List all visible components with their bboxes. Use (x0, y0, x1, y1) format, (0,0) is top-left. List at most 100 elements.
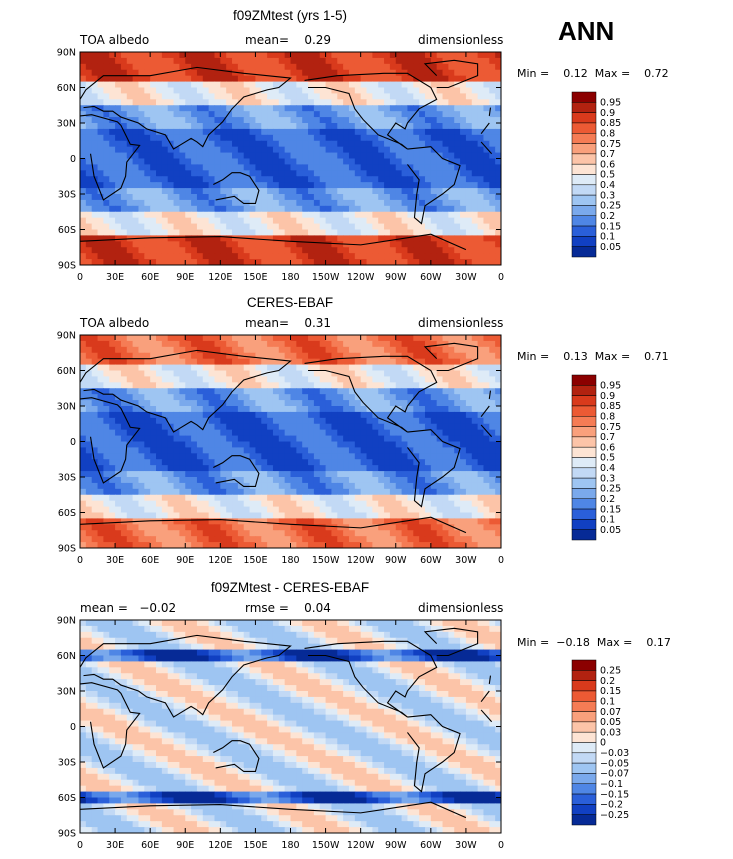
colorbar-label: 0.07 (600, 707, 621, 718)
colorbar-swatch (571, 731, 597, 743)
minmax-label: Min = 0.13 Max = 0.71 (517, 350, 669, 363)
coastline-eurasia (488, 675, 492, 684)
lon-tick-label: 60W (420, 840, 442, 851)
lon-tick-label: 90W (385, 840, 407, 851)
coastline-antarctica (80, 519, 291, 525)
colorbar-label: 0.1 (600, 696, 615, 707)
lat-tick-label: 90S (58, 544, 76, 555)
lat-tick-label: 60N (57, 366, 76, 377)
lat-tick-label: 60S (58, 793, 76, 804)
lon-tick-label: 150E (243, 272, 267, 283)
coastline-greenland (423, 627, 479, 657)
right-label: dimensionless (418, 601, 504, 615)
lon-tick-label: 60E (141, 555, 159, 566)
center-label: rmse = 0.04 (245, 601, 331, 615)
lat-tick-label: 90N (57, 331, 76, 342)
lon-tick-label: 150W (312, 840, 340, 851)
colorbar-swatch (571, 752, 597, 764)
minmax-label: Min = 0.12 Max = 0.72 (517, 67, 669, 80)
lat-tick-label: 30S (58, 473, 76, 484)
colorbar-label: 0.1 (600, 232, 615, 243)
colorbar-label: 0.9 (600, 391, 615, 402)
colorbar-label: 0.3 (600, 190, 615, 201)
coastline-greenland (423, 59, 479, 89)
colorbar-label: 0.85 (600, 401, 621, 412)
colorbar-swatch (571, 773, 597, 784)
lon-tick-label: 60W (420, 272, 442, 283)
coastline-namerica (304, 640, 438, 718)
lon-tick-label: 0 (498, 840, 504, 851)
coastline-africa (480, 709, 493, 723)
panel-title: f09ZMtest (yrs 1-5) (232, 8, 348, 23)
colorbar-swatch (571, 711, 597, 723)
lat-tick-label: 0 (70, 722, 76, 733)
colorbar-swatch (571, 793, 597, 805)
lon-tick-label: 60W (420, 555, 442, 566)
coastline-eurasia (80, 66, 292, 150)
colorbar-label: 0.4 (600, 463, 615, 474)
lon-tick-label: 90W (385, 272, 407, 283)
lon-tick-label: 0 (498, 555, 504, 566)
coastline-eurasia (80, 349, 292, 433)
colorbar-label: 0.15 (600, 686, 621, 697)
lat-tick-label: 30N (57, 402, 76, 413)
map-field (80, 52, 501, 265)
panel-title: CERES-EBAF (246, 295, 334, 310)
lon-tick-label: 180 (281, 840, 299, 851)
coastline-eurasia (488, 107, 492, 116)
colorbar-swatch (571, 721, 597, 733)
coastline-greenland (423, 342, 479, 372)
panel-title: f09ZMtest - CERES-EBAF (210, 580, 370, 595)
right-label: dimensionless (418, 316, 504, 330)
colorbar-label: −0.07 (600, 769, 629, 780)
colorbar-label: 0.2 (600, 211, 615, 222)
colorbar-swatch (571, 529, 597, 541)
colorbar-swatch (571, 690, 597, 702)
coastline-australia (213, 455, 260, 488)
map-field (80, 620, 501, 833)
coastline-samerica (407, 429, 461, 508)
lon-tick-label: 30E (106, 840, 124, 851)
lon-tick-label: 30W (455, 840, 477, 851)
lon-tick-label: 120E (208, 555, 232, 566)
coastline-samerica (407, 146, 461, 225)
lat-tick-label: 30S (58, 190, 76, 201)
lon-tick-label: 180 (281, 272, 299, 283)
colorbar-label: 0.2 (600, 676, 615, 687)
colorbar-label: 0.7 (600, 149, 615, 160)
coastline-africa (80, 682, 141, 769)
lon-tick-label: 150W (312, 272, 340, 283)
colorbar-label: 0.75 (600, 422, 621, 433)
colorbar-label: 0.8 (600, 128, 615, 139)
colorbar-swatch (571, 701, 597, 712)
coastline-africa (480, 122, 490, 134)
coastline-eurasia (80, 634, 292, 718)
colorbar-label: 0.05 (600, 242, 621, 253)
coastlines (80, 59, 493, 251)
coastline-eurasia (488, 390, 492, 399)
colorbar-swatch (571, 804, 597, 815)
colorbar-label: −0.03 (600, 748, 629, 759)
colorbar-label: 0.9 (600, 108, 615, 119)
lat-tick-label: 90S (58, 829, 76, 840)
right-label: dimensionless (418, 33, 504, 47)
colorbar-label: 0.5 (600, 453, 615, 464)
colorbar-label: 0.95 (600, 98, 621, 109)
colorbar-label: 0.25 (600, 201, 621, 212)
coastline-africa (80, 114, 141, 201)
lon-tick-label: 90E (176, 272, 194, 283)
colorbar-label: 0.15 (600, 221, 621, 232)
colorbar-swatch (571, 659, 597, 671)
colorbar-swatch (571, 670, 597, 681)
lon-tick-label: 0 (77, 272, 83, 283)
lat-tick-label: 60S (58, 225, 76, 236)
colorbar-label: 0.6 (600, 159, 615, 170)
lat-tick-label: 90N (57, 48, 76, 59)
panel-obs: CERES-EBAF TOA albedo mean= 0.31 dimensi… (0, 0, 733, 566)
colorbar-label: 0.25 (600, 484, 621, 495)
colorbar-label: 0.5 (600, 170, 615, 181)
left-label: mean = −0.02 (80, 601, 177, 615)
colorbar-swatch (571, 742, 597, 754)
colorbar-label: 0.7 (600, 432, 615, 443)
lon-tick-label: 0 (498, 272, 504, 283)
